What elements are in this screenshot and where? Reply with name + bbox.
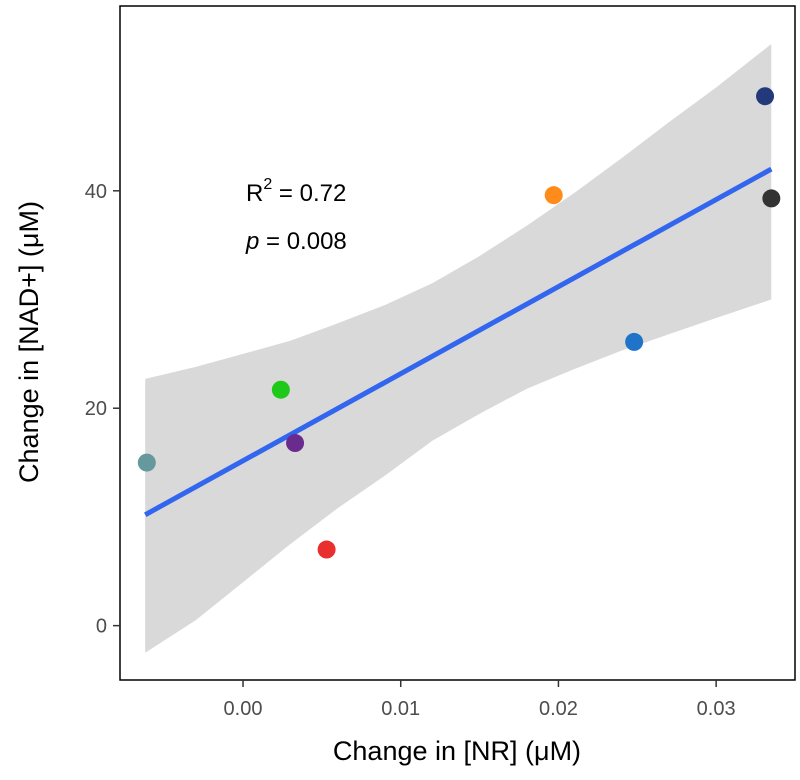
p-value-value: = 0.008 (259, 228, 346, 255)
y-tick-label: 20 (85, 398, 107, 420)
x-tick-label: 0.00 (224, 698, 263, 720)
x-tick-label: 0.02 (539, 698, 578, 720)
p-value-symbol: p (245, 228, 259, 255)
data-point-6 (625, 332, 644, 351)
data-point-1 (137, 453, 156, 472)
x-tick-label: 0.03 (697, 698, 736, 720)
data-point-4 (317, 540, 336, 559)
y-tick-label: 0 (96, 616, 107, 638)
y-axis: 0 20 40 (85, 181, 120, 638)
confidence-band-layer (145, 44, 772, 653)
y-axis-title: Change in [NAD+] (μM) (14, 201, 44, 483)
r-squared-value: = 0.72 (272, 180, 346, 207)
plot-panel-border (119, 5, 796, 681)
x-axis-title: Change in [NR] (μM) (333, 736, 581, 766)
data-point-3 (286, 434, 305, 453)
r-squared-symbol: R (246, 180, 263, 207)
r-squared-superscript: 2 (263, 176, 272, 193)
regression-line (144, 166, 773, 517)
confidence-band (145, 44, 772, 653)
y-tick-label: 40 (85, 181, 107, 203)
r-squared-annotation: R2 = 0.72 (246, 176, 346, 207)
data-point-2 (271, 380, 290, 399)
data-point-8 (762, 189, 781, 208)
x-axis: 0.00 0.01 0.02 0.03 (224, 680, 736, 720)
data-point-5 (544, 186, 563, 205)
x-tick-label: 0.01 (381, 698, 420, 720)
p-value-annotation: p = 0.008 (245, 228, 347, 255)
data-points-layer (137, 87, 781, 559)
data-point-7 (756, 87, 775, 106)
regression-line-layer (144, 166, 773, 517)
